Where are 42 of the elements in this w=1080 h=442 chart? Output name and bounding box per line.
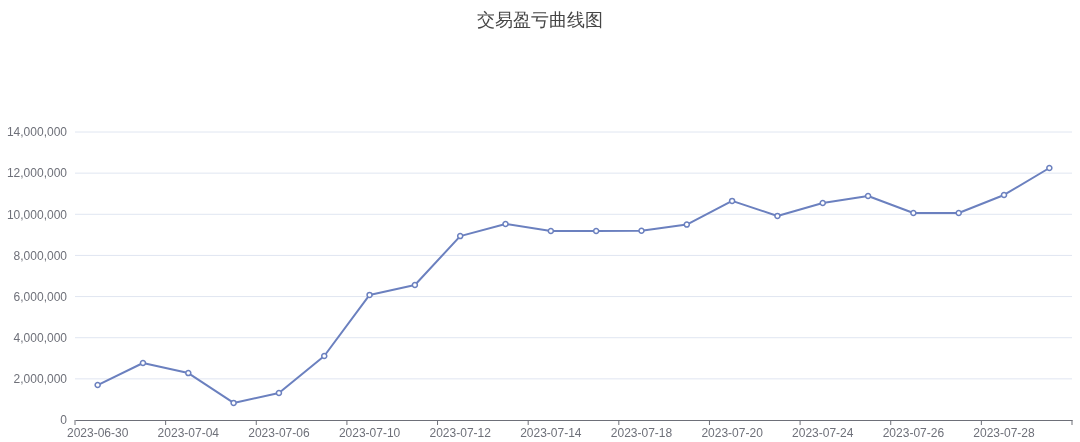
point (230, 399, 237, 407)
point (819, 199, 827, 207)
y-tick-label: 6,000,000 (13, 289, 68, 304)
x-tick-label: 2023-07-06 (248, 425, 310, 440)
point (638, 227, 645, 235)
point (683, 221, 691, 228)
x-tick-label: 2023-07-18 (610, 425, 673, 440)
point (728, 197, 736, 205)
x-tick-label: 2023-07-12 (429, 425, 492, 440)
point (864, 192, 872, 200)
x-tick-label: 2023-07-26 (882, 425, 945, 440)
y-tick-label: 2,000,000 (13, 372, 68, 387)
y-tick-label: 4,000,000 (13, 331, 68, 346)
x-tick-label: 2023-06-30 (66, 425, 129, 440)
x-tick-label: 2023-07-04 (157, 425, 220, 440)
point (955, 209, 962, 217)
point (320, 352, 328, 360)
point (366, 291, 373, 299)
y-tick-label: 10,000,000 (6, 207, 68, 222)
x-tick-label: 2023-07-28 (973, 425, 1036, 440)
point (139, 359, 147, 367)
chart-title: 交易盈亏曲线图 (477, 9, 603, 30)
point (275, 389, 283, 397)
point (774, 212, 781, 220)
y-tick-label: 8,000,000 (13, 248, 68, 263)
y-tick-label: 12,000,000 (6, 166, 68, 181)
point (411, 281, 419, 289)
point (547, 227, 555, 235)
point (502, 220, 509, 228)
x-tick-label: 2023-07-10 (338, 425, 401, 440)
point (592, 227, 600, 235)
point (456, 232, 464, 240)
point (1000, 191, 1008, 199)
point (94, 381, 101, 389)
y-tick-label: 14,000,000 (6, 125, 68, 140)
x-tick-label: 2023-07-20 (701, 425, 764, 440)
point (185, 369, 192, 377)
point (1046, 164, 1053, 172)
x-tick-label: 2023-07-14 (520, 425, 582, 440)
point (910, 209, 917, 217)
x-tick-label: 2023-07-24 (792, 425, 854, 440)
y-tick-label: 0 (60, 413, 68, 428)
